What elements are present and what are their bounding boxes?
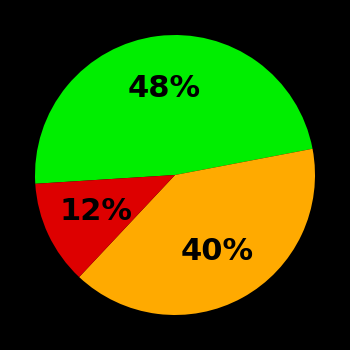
Wedge shape bbox=[35, 175, 175, 277]
Text: 12%: 12% bbox=[60, 197, 133, 226]
Text: 48%: 48% bbox=[127, 75, 201, 103]
Wedge shape bbox=[35, 35, 313, 184]
Text: 40%: 40% bbox=[180, 237, 253, 266]
Wedge shape bbox=[79, 149, 315, 315]
